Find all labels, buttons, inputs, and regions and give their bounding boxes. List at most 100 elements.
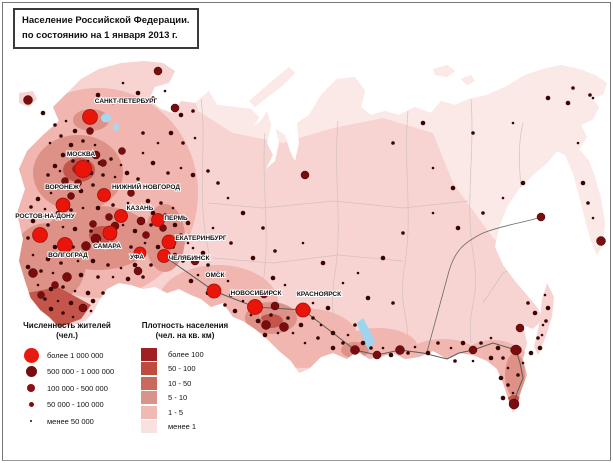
- settlement-dot: [501, 196, 505, 200]
- settlement-dot: [46, 173, 50, 177]
- settlement-dot: [132, 262, 138, 268]
- settlement-dot: [286, 316, 290, 320]
- settlement-dot: [250, 255, 256, 261]
- settlement-dot: [55, 210, 61, 216]
- settlement-dot: [48, 141, 52, 145]
- settlement-dot: [85, 290, 91, 296]
- settlement-dot: [26, 236, 30, 240]
- settlement-dot: [90, 298, 96, 304]
- settlement-dot: [176, 216, 180, 220]
- settlement-dot: [580, 180, 586, 186]
- settlement-dot: [341, 281, 345, 285]
- settlement-dot: [53, 123, 57, 127]
- settlement-dot: [60, 152, 66, 158]
- settlement-dot: [151, 96, 155, 100]
- settlement-dot: [52, 244, 58, 250]
- settlement-dot: [261, 226, 265, 230]
- settlement-dot: [149, 263, 153, 267]
- major-city-marker: [23, 95, 33, 105]
- legend-density-subtitle: (чел. на кв. км): [155, 330, 215, 340]
- settlement-dot: [520, 180, 526, 186]
- map-title-line2: по состоянию на 1 января 2013 г.: [22, 30, 178, 41]
- settlement-dot: [49, 191, 53, 195]
- settlement-dot: [89, 229, 93, 233]
- settlement-dot: [532, 310, 538, 316]
- density-color-swatch: [141, 420, 157, 434]
- settlement-dot: [61, 311, 65, 315]
- legend-density-items: более 100 50 - 100 10 - 50 5 - 10 1 - 5 менее…: [133, 347, 237, 434]
- settlement-dot: [76, 259, 80, 263]
- settlement-dot: [406, 351, 410, 355]
- lakes: [101, 113, 375, 351]
- city-label: САМАРА: [93, 243, 121, 250]
- city-label: ЧЕЛЯБИНСК: [169, 255, 210, 262]
- settlement-dot: [64, 119, 68, 123]
- city-label: ЕКАТЕРИНБУРГ: [175, 235, 227, 242]
- settlement-dot: [168, 130, 174, 136]
- settlement-dot: [172, 252, 178, 258]
- city-label: ПЕРМЬ: [164, 215, 188, 222]
- settlement-dot: [119, 266, 123, 270]
- settlement-dot: [179, 233, 183, 237]
- city-label: НОВОСИБИРСК: [231, 290, 282, 297]
- settlement-dot: [112, 244, 118, 250]
- major-city-marker: [142, 231, 150, 239]
- settlement-dot: [36, 283, 40, 287]
- city-label: ВОРОНЕЖ: [45, 184, 79, 191]
- city-label: УФА: [130, 254, 144, 261]
- settlement-dot: [90, 258, 96, 264]
- settlement-dot: [591, 96, 595, 100]
- settlement-dot: [149, 223, 153, 227]
- settlement-dot: [113, 175, 117, 179]
- settlement-dot: [150, 160, 156, 166]
- major-city-marker: [270, 301, 280, 311]
- major-city-marker: [279, 322, 289, 332]
- settlement-dot: [241, 299, 245, 303]
- legend-item-label: 1 - 5: [168, 407, 184, 417]
- settlement-dot: [143, 241, 147, 245]
- settlement-dot: [301, 241, 305, 245]
- million-city-marker: [55, 197, 71, 213]
- major-city-marker: [170, 103, 180, 113]
- settlement-dot: [191, 109, 195, 113]
- million-city-marker: [157, 249, 171, 263]
- major-city-marker: [153, 66, 163, 76]
- major-city-marker: [468, 345, 478, 355]
- settlement-dot: [69, 208, 73, 212]
- settlement-dot: [353, 323, 357, 327]
- settlement-dot: [193, 136, 197, 140]
- settlement-dot: [96, 275, 100, 279]
- major-city-marker: [62, 272, 72, 282]
- settlement-dot: [119, 163, 123, 167]
- settlement-dot: [166, 171, 170, 175]
- legend-item: 500 000 - 1 000 000: [15, 364, 119, 381]
- settlement-dot: [226, 279, 230, 283]
- settlement-dot: [479, 341, 483, 345]
- map-title-line1: Население Российской Федерации.: [22, 15, 190, 26]
- settlement-dot: [249, 313, 253, 317]
- city-label: КАЗАНЬ: [127, 205, 154, 212]
- settlement-dot: [89, 309, 93, 313]
- million-city-marker: [32, 227, 48, 243]
- settlement-dot: [591, 216, 595, 220]
- settlement-dot: [109, 157, 113, 161]
- settlement-dot: [528, 350, 534, 356]
- settlement-dot: [73, 289, 77, 293]
- settlement-dot: [291, 331, 295, 335]
- settlement-dot: [196, 273, 200, 277]
- legend-item: более 100: [133, 347, 237, 362]
- legend-item-label: 50 000 - 100 000: [47, 400, 104, 410]
- major-city-marker: [74, 179, 82, 187]
- settlement-dot: [413, 345, 417, 349]
- major-city-marker: [190, 256, 200, 266]
- legend-item: менее 1: [133, 420, 237, 435]
- settlement-dot: [436, 341, 440, 345]
- map-title-box: Население Российской Федерации. по состо…: [13, 8, 199, 49]
- settlement-dot: [61, 285, 65, 289]
- settlement-dot: [59, 261, 63, 265]
- settlement-dot: [303, 341, 307, 345]
- major-city-marker: [372, 350, 382, 360]
- settlement-dot: [526, 301, 530, 305]
- settlement-dot: [93, 143, 97, 147]
- major-city-marker: [28, 268, 38, 278]
